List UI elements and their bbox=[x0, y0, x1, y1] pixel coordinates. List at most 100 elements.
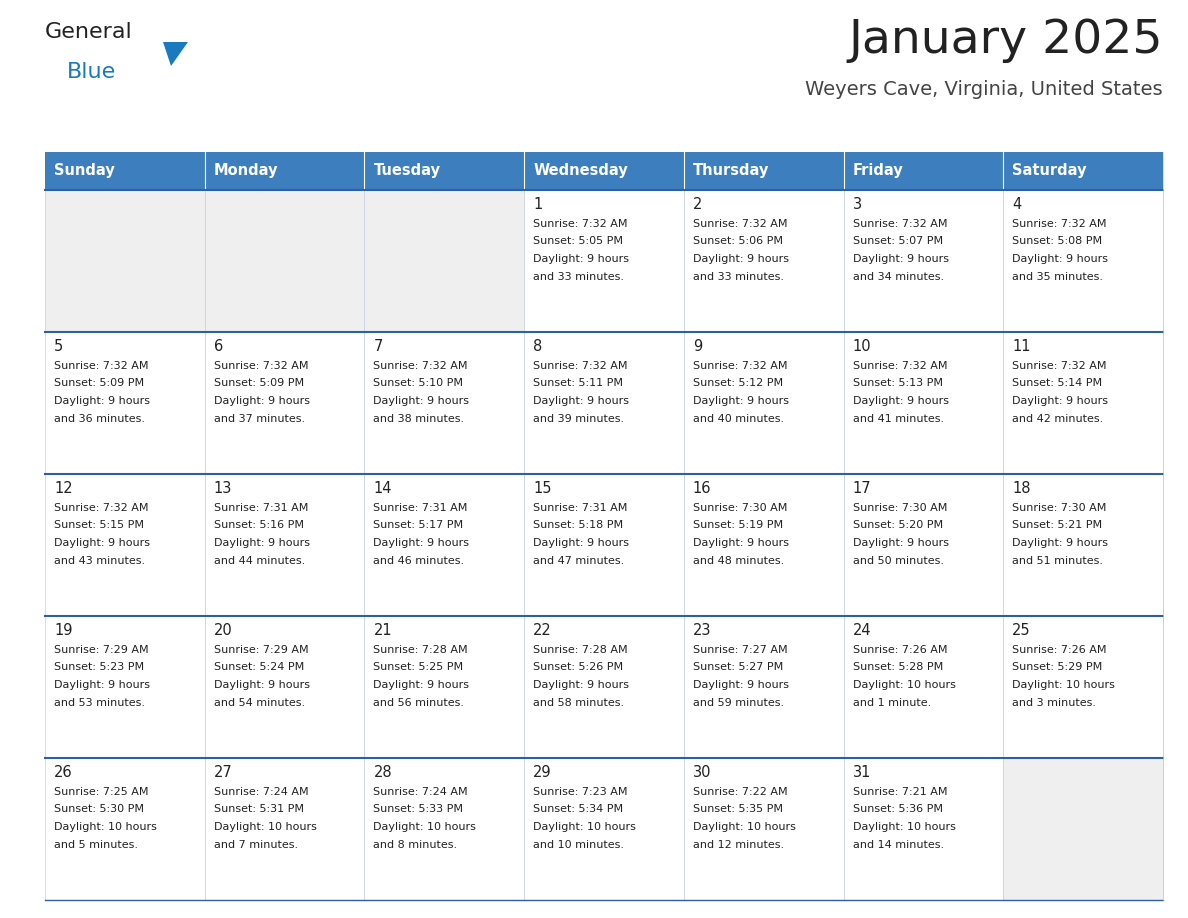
Text: 5: 5 bbox=[53, 339, 63, 354]
Bar bbox=[204, 474, 365, 616]
Text: and 40 minutes.: and 40 minutes. bbox=[693, 413, 784, 423]
Text: Daylight: 9 hours: Daylight: 9 hours bbox=[1012, 538, 1108, 548]
Text: Daylight: 9 hours: Daylight: 9 hours bbox=[693, 254, 789, 264]
Text: Sunset: 5:33 PM: Sunset: 5:33 PM bbox=[373, 804, 463, 814]
Text: 17: 17 bbox=[853, 481, 871, 496]
Text: Daylight: 9 hours: Daylight: 9 hours bbox=[693, 396, 789, 406]
Text: and 41 minutes.: and 41 minutes. bbox=[853, 413, 943, 423]
Text: 4: 4 bbox=[1012, 197, 1022, 212]
Text: Sunset: 5:07 PM: Sunset: 5:07 PM bbox=[853, 237, 943, 247]
Text: Sunrise: 7:32 AM: Sunrise: 7:32 AM bbox=[693, 361, 788, 371]
Text: Sunset: 5:28 PM: Sunset: 5:28 PM bbox=[853, 663, 943, 673]
Text: Sunrise: 7:32 AM: Sunrise: 7:32 AM bbox=[1012, 361, 1107, 371]
Text: 6: 6 bbox=[214, 339, 223, 354]
Text: Sunset: 5:21 PM: Sunset: 5:21 PM bbox=[1012, 521, 1102, 531]
Text: 11: 11 bbox=[1012, 339, 1031, 354]
Bar bbox=[684, 474, 843, 616]
Text: Daylight: 9 hours: Daylight: 9 hours bbox=[53, 680, 150, 690]
Bar bbox=[684, 152, 843, 190]
Text: Sunrise: 7:28 AM: Sunrise: 7:28 AM bbox=[373, 645, 468, 655]
Text: Sunset: 5:09 PM: Sunset: 5:09 PM bbox=[53, 378, 144, 388]
Text: Sunrise: 7:26 AM: Sunrise: 7:26 AM bbox=[1012, 645, 1107, 655]
Bar bbox=[204, 152, 365, 190]
Text: 20: 20 bbox=[214, 623, 233, 638]
Text: 8: 8 bbox=[533, 339, 543, 354]
Text: and 37 minutes.: and 37 minutes. bbox=[214, 413, 305, 423]
Text: and 54 minutes.: and 54 minutes. bbox=[214, 698, 305, 708]
Text: 3: 3 bbox=[853, 197, 861, 212]
Text: Sunset: 5:24 PM: Sunset: 5:24 PM bbox=[214, 663, 304, 673]
Text: Sunset: 5:13 PM: Sunset: 5:13 PM bbox=[853, 378, 942, 388]
Text: 24: 24 bbox=[853, 623, 871, 638]
Text: Thursday: Thursday bbox=[693, 163, 770, 178]
Text: Sunset: 5:26 PM: Sunset: 5:26 PM bbox=[533, 663, 624, 673]
Bar bbox=[204, 190, 365, 332]
Text: Sunrise: 7:32 AM: Sunrise: 7:32 AM bbox=[53, 361, 148, 371]
Text: Daylight: 9 hours: Daylight: 9 hours bbox=[693, 538, 789, 548]
Bar bbox=[1004, 616, 1163, 758]
Text: and 33 minutes.: and 33 minutes. bbox=[533, 272, 624, 282]
Text: Daylight: 9 hours: Daylight: 9 hours bbox=[1012, 396, 1108, 406]
Text: 1: 1 bbox=[533, 197, 543, 212]
Bar bbox=[1004, 474, 1163, 616]
Text: Daylight: 10 hours: Daylight: 10 hours bbox=[693, 822, 796, 832]
Bar bbox=[843, 616, 1004, 758]
Text: Sunset: 5:10 PM: Sunset: 5:10 PM bbox=[373, 378, 463, 388]
Text: Sunrise: 7:32 AM: Sunrise: 7:32 AM bbox=[53, 503, 148, 513]
Text: Daylight: 9 hours: Daylight: 9 hours bbox=[373, 396, 469, 406]
Text: Sunrise: 7:32 AM: Sunrise: 7:32 AM bbox=[214, 361, 308, 371]
Text: 25: 25 bbox=[1012, 623, 1031, 638]
Text: and 56 minutes.: and 56 minutes. bbox=[373, 698, 465, 708]
Text: Daylight: 9 hours: Daylight: 9 hours bbox=[533, 396, 630, 406]
Text: Sunrise: 7:30 AM: Sunrise: 7:30 AM bbox=[693, 503, 788, 513]
Bar bbox=[1004, 152, 1163, 190]
Bar bbox=[524, 616, 684, 758]
Text: and 48 minutes.: and 48 minutes. bbox=[693, 555, 784, 565]
Text: Sunrise: 7:32 AM: Sunrise: 7:32 AM bbox=[533, 219, 627, 229]
Text: Daylight: 9 hours: Daylight: 9 hours bbox=[533, 680, 630, 690]
Text: Daylight: 9 hours: Daylight: 9 hours bbox=[373, 538, 469, 548]
Text: Sunset: 5:23 PM: Sunset: 5:23 PM bbox=[53, 663, 144, 673]
Text: and 42 minutes.: and 42 minutes. bbox=[1012, 413, 1104, 423]
Text: Sunrise: 7:32 AM: Sunrise: 7:32 AM bbox=[373, 361, 468, 371]
Bar bbox=[1004, 190, 1163, 332]
Bar bbox=[45, 758, 204, 900]
Text: 9: 9 bbox=[693, 339, 702, 354]
Text: Sunset: 5:29 PM: Sunset: 5:29 PM bbox=[1012, 663, 1102, 673]
Text: Daylight: 9 hours: Daylight: 9 hours bbox=[533, 538, 630, 548]
Text: 27: 27 bbox=[214, 765, 233, 780]
Text: Saturday: Saturday bbox=[1012, 163, 1087, 178]
Text: and 36 minutes.: and 36 minutes. bbox=[53, 413, 145, 423]
Text: Sunset: 5:15 PM: Sunset: 5:15 PM bbox=[53, 521, 144, 531]
Text: Sunrise: 7:23 AM: Sunrise: 7:23 AM bbox=[533, 787, 627, 797]
Text: Sunset: 5:18 PM: Sunset: 5:18 PM bbox=[533, 521, 624, 531]
Text: Daylight: 9 hours: Daylight: 9 hours bbox=[1012, 254, 1108, 264]
Text: and 43 minutes.: and 43 minutes. bbox=[53, 555, 145, 565]
Text: Sunrise: 7:30 AM: Sunrise: 7:30 AM bbox=[1012, 503, 1107, 513]
Bar bbox=[204, 616, 365, 758]
Text: Sunset: 5:27 PM: Sunset: 5:27 PM bbox=[693, 663, 783, 673]
Bar bbox=[524, 152, 684, 190]
Bar bbox=[843, 332, 1004, 474]
Text: Sunset: 5:34 PM: Sunset: 5:34 PM bbox=[533, 804, 624, 814]
Text: 29: 29 bbox=[533, 765, 551, 780]
Bar bbox=[684, 332, 843, 474]
Text: Sunset: 5:35 PM: Sunset: 5:35 PM bbox=[693, 804, 783, 814]
Bar bbox=[1004, 332, 1163, 474]
Text: Daylight: 9 hours: Daylight: 9 hours bbox=[214, 680, 310, 690]
Text: Daylight: 9 hours: Daylight: 9 hours bbox=[853, 538, 948, 548]
Text: Sunset: 5:16 PM: Sunset: 5:16 PM bbox=[214, 521, 304, 531]
Text: Sunrise: 7:31 AM: Sunrise: 7:31 AM bbox=[214, 503, 308, 513]
Text: and 1 minute.: and 1 minute. bbox=[853, 698, 931, 708]
Text: and 58 minutes.: and 58 minutes. bbox=[533, 698, 624, 708]
Polygon shape bbox=[163, 42, 188, 66]
Text: Sunset: 5:11 PM: Sunset: 5:11 PM bbox=[533, 378, 624, 388]
Bar bbox=[365, 758, 524, 900]
Text: Sunset: 5:14 PM: Sunset: 5:14 PM bbox=[1012, 378, 1102, 388]
Text: Tuesday: Tuesday bbox=[373, 163, 441, 178]
Text: 28: 28 bbox=[373, 765, 392, 780]
Text: Sunrise: 7:32 AM: Sunrise: 7:32 AM bbox=[853, 219, 947, 229]
Text: Sunrise: 7:31 AM: Sunrise: 7:31 AM bbox=[533, 503, 627, 513]
Bar bbox=[1004, 758, 1163, 900]
Text: and 44 minutes.: and 44 minutes. bbox=[214, 555, 305, 565]
